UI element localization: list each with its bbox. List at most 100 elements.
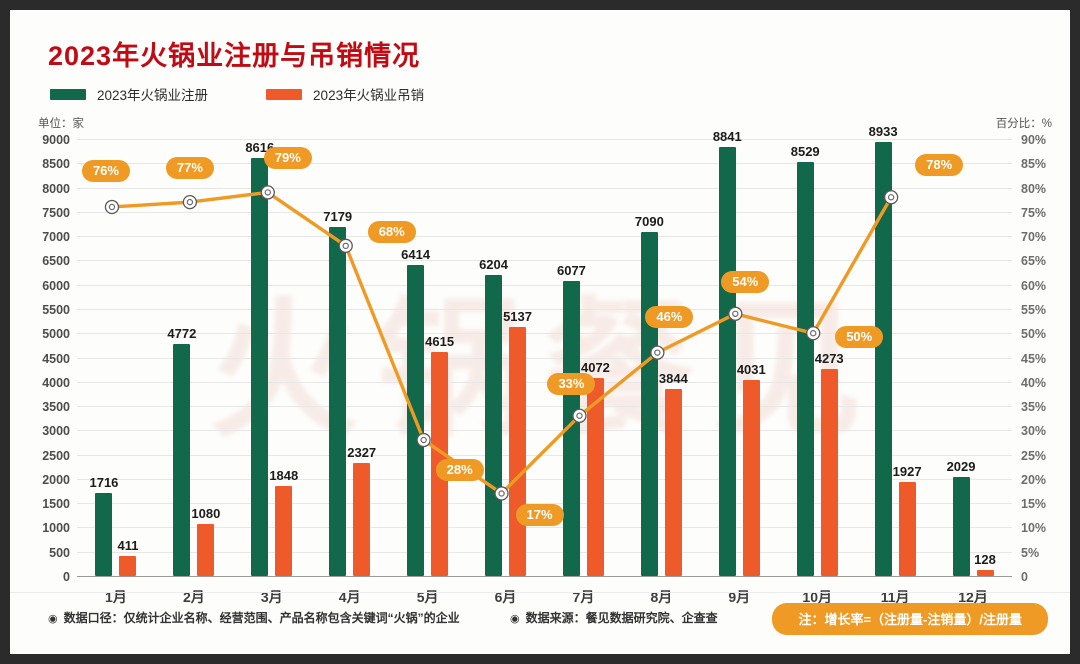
footer-divider	[10, 592, 1070, 593]
growth-rate-pill: 78%	[915, 154, 964, 177]
bar-value-label: 128	[974, 551, 996, 567]
y2-axis-tick-label: 60%	[1021, 278, 1047, 293]
y2-axis-tick-label: 90%	[1021, 133, 1047, 147]
line-marker[interactable]	[416, 432, 431, 448]
bullet-icon: ◉	[48, 613, 58, 625]
bar-value-label: 2327	[347, 445, 377, 461]
line-marker[interactable]	[650, 345, 665, 360]
y-axis-tick-label: 500	[49, 545, 70, 560]
bar-revocations[interactable]: 4072	[581, 360, 610, 576]
x-axis-tick: 9月	[728, 587, 750, 607]
bar-revocations[interactable]: 411	[117, 538, 138, 576]
bar-value-label: 6077	[556, 262, 586, 278]
bar-revocations[interactable]: 1927	[893, 464, 922, 576]
plot-area: 火锅餐见 0 0 500 5% 1000 10% 1500 15% 2000 20% 2500 25%…	[42, 124, 1046, 621]
legend-item-revocations: 2023年火锅业吊销	[266, 84, 424, 104]
bar-revocations[interactable]: 4031	[737, 362, 766, 576]
y2-axis-tick-label: 50%	[1021, 327, 1047, 342]
gridline: 8000 80%	[42, 182, 1046, 196]
line-marker[interactable]	[728, 306, 743, 321]
y2-axis-tick-label: 15%	[1021, 497, 1047, 512]
bar-registrations[interactable]: 7179	[323, 209, 352, 576]
gridline: 7000 70%	[42, 230, 1046, 244]
x-axis-tick: 10月	[802, 587, 832, 607]
bar-value-label: 4273	[814, 350, 844, 366]
x-axis-tick: 11月	[881, 587, 910, 607]
bar-registrations[interactable]: 8933	[869, 124, 898, 576]
bar-group: 8933 1927 11月	[856, 124, 934, 605]
line-marker-core	[654, 349, 661, 356]
bar-revocations[interactable]: 1080	[191, 506, 220, 576]
y2-axis-tick-label: 0	[1021, 570, 1028, 584]
growth-rate-polyline	[110, 190, 893, 496]
footer-note-source-text: 数据来源：餐见数据研究院、企查查	[525, 611, 718, 625]
bar-value-label: 6414	[401, 246, 431, 262]
legend: 2023年火锅业注册 2023年火锅业吊销	[50, 84, 482, 104]
bar-value-label: 1716	[89, 474, 119, 490]
line-marker-core	[342, 242, 349, 250]
growth-rate-pill: 79%	[263, 147, 312, 170]
bar-registrations[interactable]: 6204	[479, 257, 508, 576]
legend-swatch-revocations	[266, 88, 303, 100]
y-axis-tick-label: 7000	[42, 230, 70, 245]
line-marker[interactable]	[572, 408, 587, 423]
bar-registrations[interactable]: 1716	[89, 475, 118, 576]
bar-revocations[interactable]: 1848	[269, 468, 298, 576]
gridline: 5500 55%	[42, 303, 1046, 317]
bar-revocations[interactable]: 2327	[347, 445, 376, 576]
bar-value-label: 411	[117, 538, 139, 554]
line-marker[interactable]	[806, 326, 821, 341]
y2-axis-tick-label: 45%	[1021, 351, 1047, 366]
bar-registrations[interactable]: 8841	[713, 129, 742, 576]
line-marker-core	[264, 189, 271, 196]
line-marker-core	[887, 194, 895, 201]
x-axis-tick-label: 1月	[105, 589, 127, 605]
gridline: 8500 85%	[42, 157, 1046, 171]
bar-registrations[interactable]: 4772	[167, 326, 196, 576]
bar-revocations[interactable]: 128	[974, 552, 996, 576]
gridline: 7500 75%	[42, 206, 1046, 220]
bar-value-label: 4031	[736, 362, 766, 378]
bar-value-label: 4772	[167, 326, 197, 342]
gridline: 500 5%	[49, 546, 1039, 560]
bar-value-label: 1927	[892, 464, 922, 480]
line-marker[interactable]	[494, 486, 509, 501]
bar-value-label: 1848	[269, 468, 299, 484]
line-marker-core	[732, 310, 739, 317]
bar-registrations[interactable]: 6077	[557, 263, 586, 576]
gridline: 2500 25%	[42, 449, 1046, 463]
growth-rate-pill: 54%	[721, 270, 770, 293]
y-axis-tick-label: 4000	[42, 375, 70, 390]
bar-value-label: 8933	[868, 124, 898, 140]
y2-axis-tick-label: 5%	[1021, 545, 1040, 560]
line-marker[interactable]	[260, 185, 275, 200]
page-title: 2023年火锅业注册与吊销情况	[48, 41, 421, 71]
bar-group: 8529 4273 10月	[778, 139, 856, 605]
y-axis-tick-label: 8000	[42, 181, 70, 196]
bar-group: 6204 5137 6月	[467, 139, 545, 605]
x-axis-tick-label: 8月	[650, 589, 673, 605]
gridline: 3500 35%	[42, 400, 1046, 414]
y2-axis-tick-label: 85%	[1021, 157, 1047, 172]
gridline: 5000 50%	[42, 327, 1046, 341]
line-marker[interactable]	[338, 238, 353, 253]
bar-value-label: 1080	[191, 505, 221, 521]
y-axis-tick-label: 5000	[42, 327, 70, 342]
x-axis-tick-label: 9月	[728, 589, 751, 605]
y-axis-tick-label: 6000	[42, 278, 70, 293]
bullet-icon: ◉	[510, 613, 520, 625]
y-axis-tick-label: 1000	[42, 521, 70, 536]
y2-axis-tick-label: 25%	[1021, 448, 1047, 463]
bar-registrations[interactable]: 2029	[947, 459, 975, 576]
bar-revocations[interactable]: 4273	[815, 351, 844, 576]
line-marker[interactable]	[104, 199, 120, 215]
bar-registrations[interactable]: 8529	[791, 144, 820, 576]
bar-revocations[interactable]: 3844	[659, 371, 688, 576]
y-axis-unit-label: 单位：家	[38, 118, 84, 130]
growth-rate-pill: 33%	[547, 372, 596, 395]
line-marker[interactable]	[883, 190, 899, 205]
y2-axis-tick-label: 20%	[1021, 472, 1047, 487]
y-axis-tick-label: 7500	[42, 205, 70, 220]
line-marker[interactable]	[182, 194, 198, 210]
